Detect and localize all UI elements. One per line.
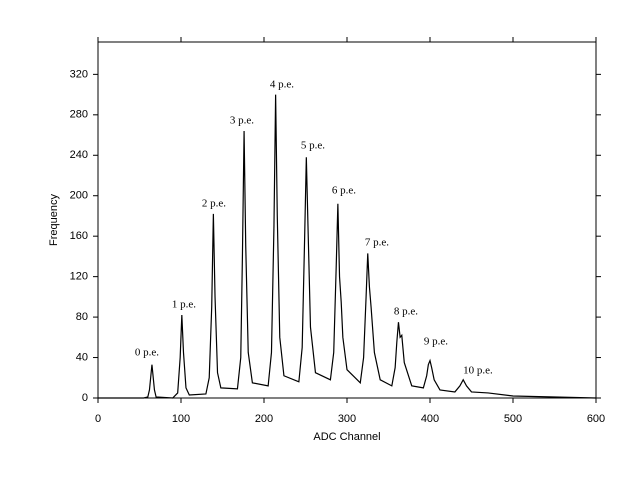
y-tick-label: 80 [76, 311, 88, 323]
peak-label: 1 p.e. [172, 299, 196, 311]
y-tick-label: 120 [70, 271, 88, 283]
y-axis-label: Frequency [48, 194, 60, 246]
x-tick-label: 100 [172, 413, 190, 425]
peak-label: 7 p.e. [365, 237, 389, 249]
peak-label: 10 p.e. [463, 365, 493, 377]
x-tick-label: 500 [504, 413, 522, 425]
y-tick-label: 240 [70, 149, 88, 161]
x-tick-label: 300 [338, 413, 356, 425]
peak-label: 6 p.e. [332, 185, 356, 197]
y-tick-label: 280 [70, 109, 88, 121]
x-tick-label: 200 [255, 413, 273, 425]
peak-label: 2 p.e. [202, 198, 226, 210]
peak-label: 9 p.e. [424, 336, 448, 348]
x-tick-label: 600 [587, 413, 605, 425]
x-tick-label: 400 [421, 413, 439, 425]
spectrum-line [98, 94, 597, 399]
x-tick-label: 0 [95, 413, 101, 425]
plot-frame [97, 41, 597, 399]
y-tick-label: 0 [82, 392, 88, 404]
y-tick-label: 320 [70, 68, 88, 80]
y-tick-label: 200 [70, 190, 88, 202]
x-axis-label: ADC Channel [313, 431, 380, 443]
peak-label: 8 p.e. [394, 306, 418, 318]
peak-label: 0 p.e. [135, 347, 159, 359]
peak-label: 3 p.e. [230, 115, 254, 127]
peak-label: 5 p.e. [301, 140, 325, 152]
y-tick-label: 40 [76, 351, 88, 363]
y-tick-label: 160 [70, 230, 88, 242]
peak-label: 4 p.e. [270, 79, 294, 91]
